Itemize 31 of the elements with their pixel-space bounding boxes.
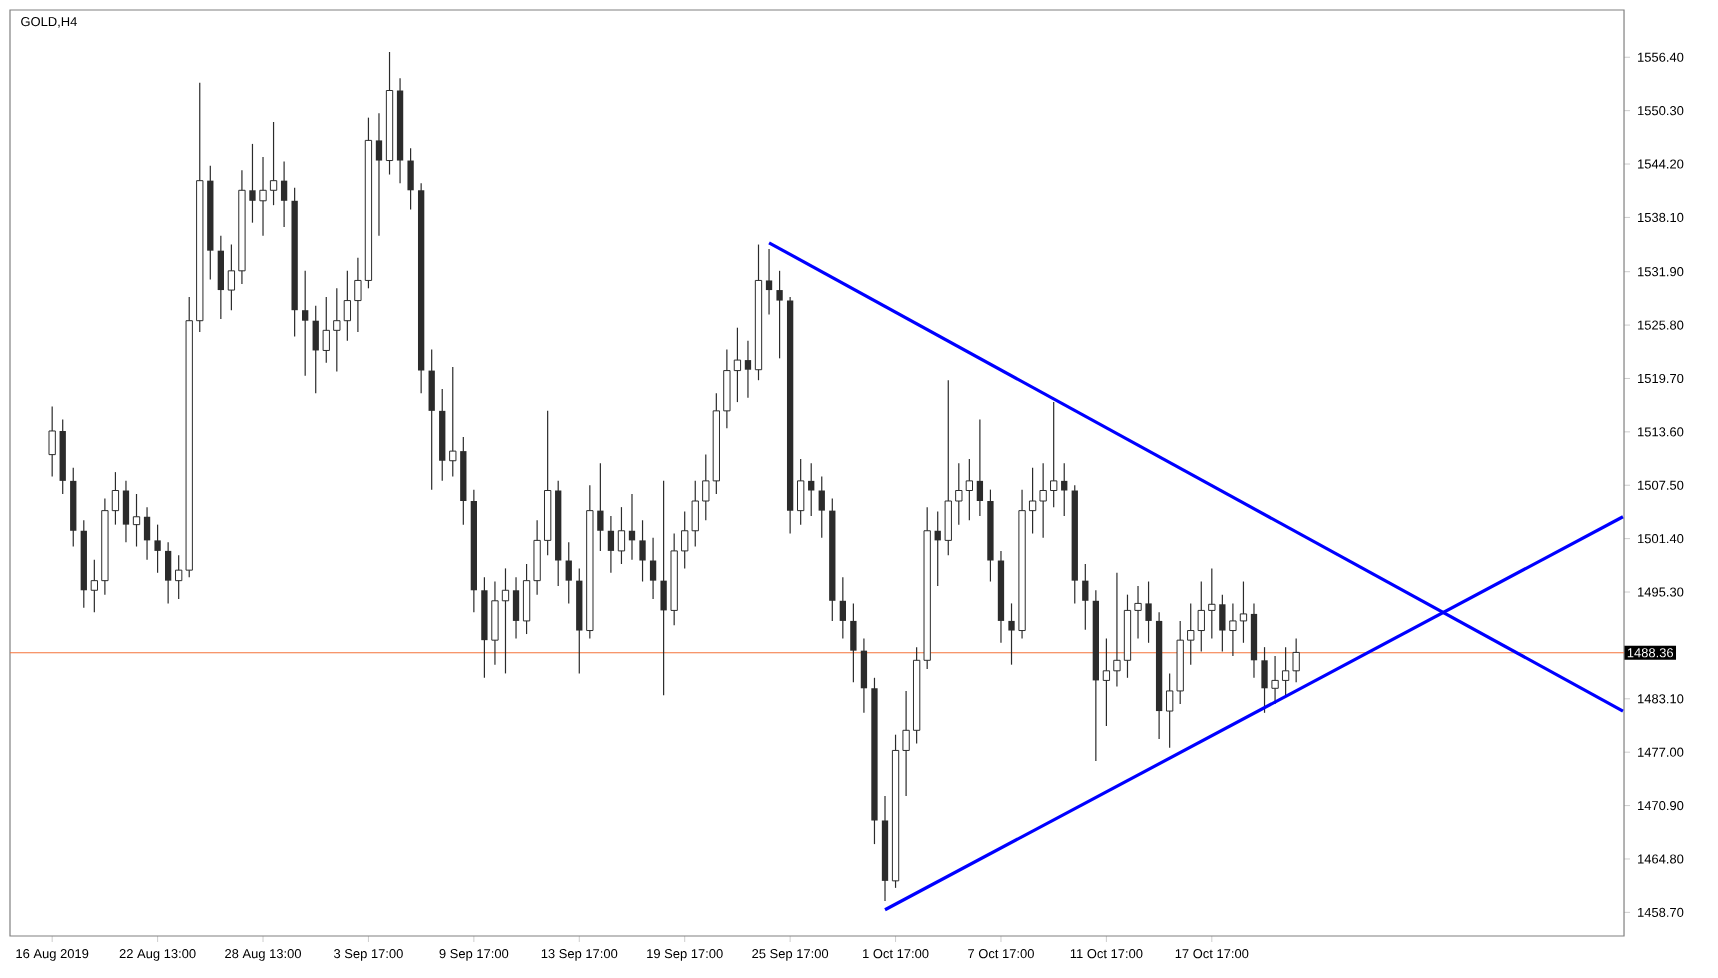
candlestick (48, 405, 56, 478)
candlestick (617, 506, 626, 565)
candlestick (818, 475, 825, 539)
candlestick (375, 112, 383, 237)
candlestick (639, 519, 646, 583)
candlestick (1250, 602, 1258, 679)
candlestick (407, 147, 414, 211)
candlestick (512, 576, 520, 640)
candlestick (565, 541, 572, 605)
candlestick (122, 480, 130, 543)
candlestick (302, 270, 309, 377)
candlestick (154, 524, 161, 574)
candlestick (217, 235, 225, 320)
candlestick (808, 462, 815, 517)
candlestick (164, 541, 172, 605)
candlestick (649, 537, 657, 600)
candlestick (744, 340, 752, 399)
candlestick (776, 270, 783, 359)
candlestick (976, 419, 984, 517)
candlestick (797, 458, 805, 526)
candlestick (132, 493, 141, 548)
candlestick (607, 515, 615, 574)
candlestick (765, 248, 773, 316)
candlestick (1061, 462, 1068, 517)
candlestick (428, 348, 435, 491)
candlestick (839, 576, 846, 640)
candlestick (1082, 563, 1089, 631)
candlestick (850, 602, 857, 683)
candlestick (280, 160, 288, 228)
candlestick (860, 637, 868, 714)
candlestick (143, 506, 151, 561)
